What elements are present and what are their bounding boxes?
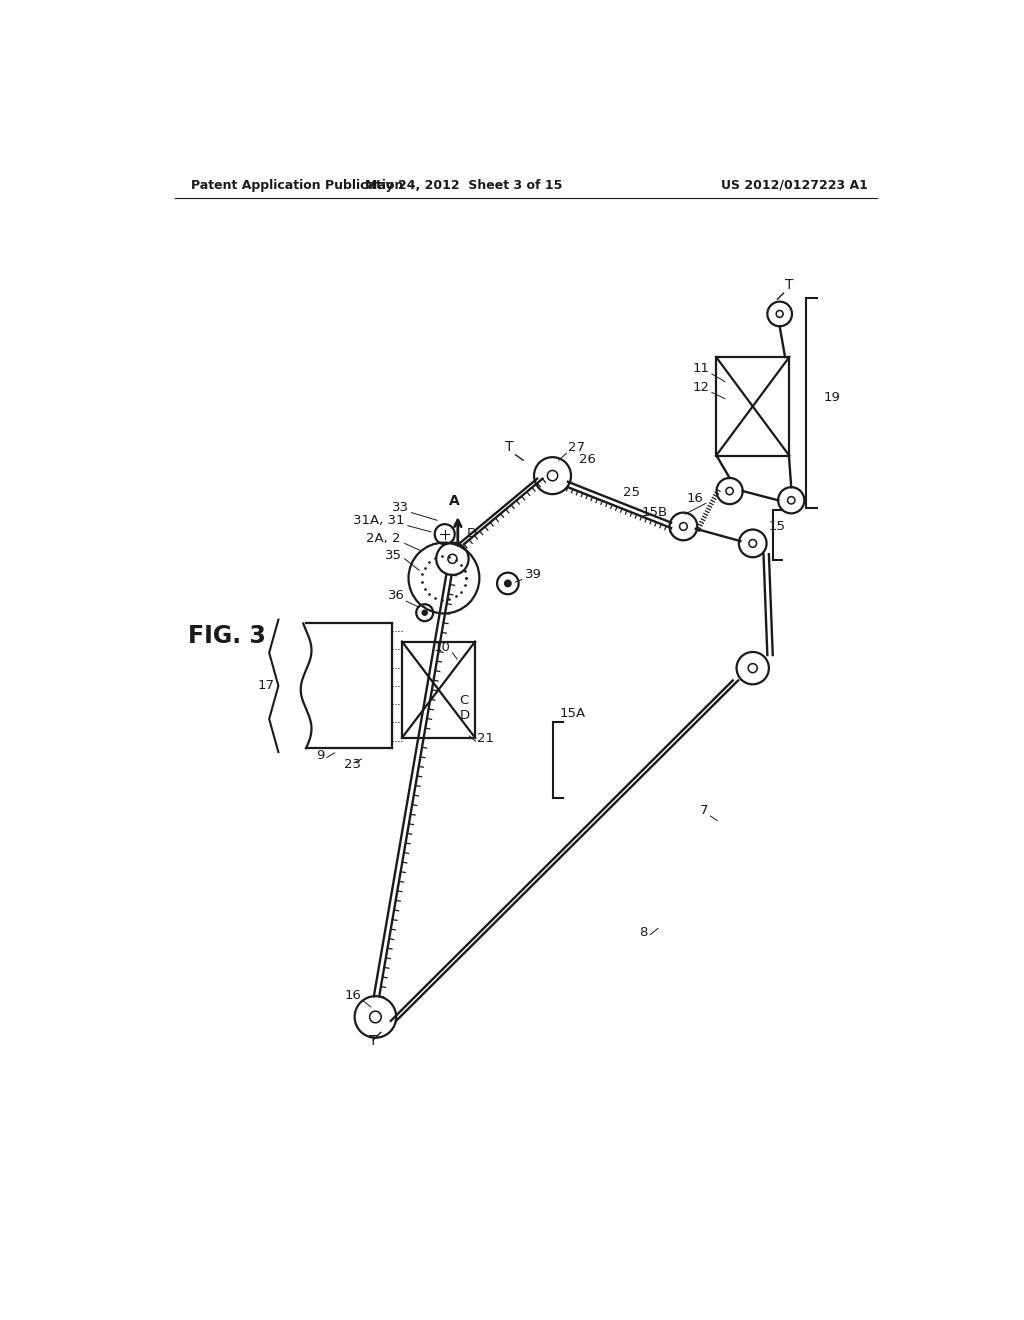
Text: US 2012/0127223 A1: US 2012/0127223 A1 bbox=[721, 178, 867, 191]
Text: 27: 27 bbox=[568, 441, 585, 454]
Text: May 24, 2012  Sheet 3 of 15: May 24, 2012 Sheet 3 of 15 bbox=[365, 178, 562, 191]
Text: 15: 15 bbox=[768, 520, 785, 532]
Text: 31A, 31: 31A, 31 bbox=[353, 515, 404, 527]
Text: 10: 10 bbox=[434, 642, 451, 655]
Text: 19: 19 bbox=[823, 391, 841, 404]
Text: 2A, 2: 2A, 2 bbox=[366, 532, 400, 545]
Text: T: T bbox=[785, 279, 794, 292]
Text: 11: 11 bbox=[692, 363, 710, 375]
Text: 23: 23 bbox=[344, 758, 360, 771]
Text: 33: 33 bbox=[392, 502, 410, 513]
Text: 39: 39 bbox=[524, 568, 542, 581]
Text: 15B: 15B bbox=[642, 506, 668, 519]
Text: 9: 9 bbox=[316, 748, 325, 762]
Text: 12: 12 bbox=[692, 381, 710, 393]
Text: FIG. 3: FIG. 3 bbox=[187, 624, 266, 648]
Text: Patent Application Publication: Patent Application Publication bbox=[190, 178, 403, 191]
Text: 35: 35 bbox=[385, 549, 401, 562]
Text: C: C bbox=[460, 693, 469, 706]
Text: T: T bbox=[505, 440, 514, 454]
Text: 25: 25 bbox=[624, 486, 640, 499]
Text: D: D bbox=[460, 709, 469, 722]
Text: 21: 21 bbox=[477, 733, 494, 744]
Text: 36: 36 bbox=[388, 589, 404, 602]
Text: 7: 7 bbox=[699, 804, 708, 817]
Text: D: D bbox=[467, 527, 477, 540]
Text: 16: 16 bbox=[345, 989, 361, 1002]
Circle shape bbox=[422, 610, 427, 615]
Text: A: A bbox=[449, 494, 460, 508]
Text: 26: 26 bbox=[579, 453, 596, 466]
Text: 8: 8 bbox=[640, 927, 648, 939]
Circle shape bbox=[505, 581, 511, 586]
Text: 16: 16 bbox=[686, 492, 703, 504]
Text: T: T bbox=[369, 1035, 378, 1048]
Text: 15A: 15A bbox=[559, 708, 586, 721]
Text: 17: 17 bbox=[258, 680, 274, 693]
